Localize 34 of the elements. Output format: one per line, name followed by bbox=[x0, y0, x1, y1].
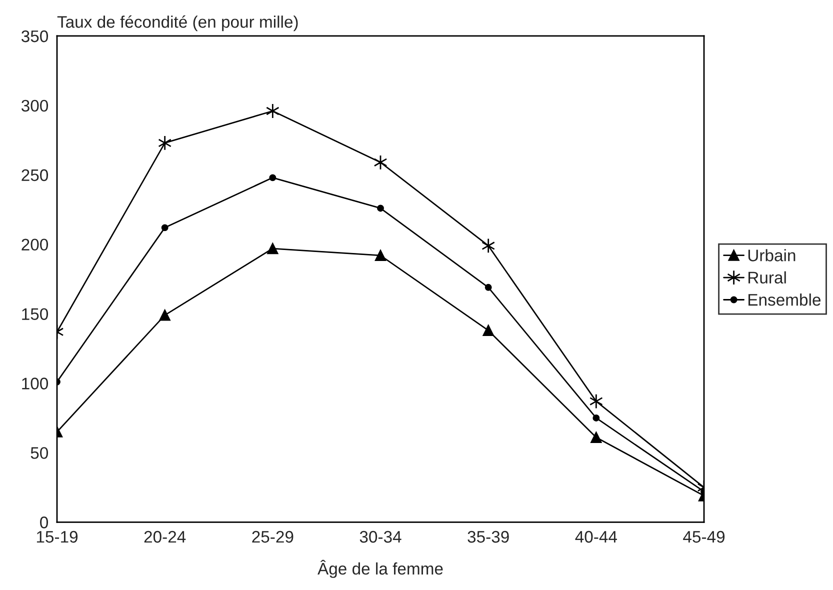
x-tick-label: 40-44 bbox=[575, 530, 617, 543]
point bbox=[484, 284, 492, 291]
y-axis-title: Taux de fécondité (en pour mille) bbox=[57, 15, 298, 32]
point bbox=[589, 394, 603, 409]
point bbox=[590, 432, 602, 443]
point bbox=[161, 224, 168, 232]
point bbox=[482, 238, 496, 254]
point bbox=[267, 242, 278, 254]
point bbox=[374, 250, 386, 262]
legend-label: Ensemble bbox=[748, 294, 821, 306]
y-tick-label: 150 bbox=[22, 308, 48, 320]
legend-label: Rural bbox=[748, 271, 786, 284]
y-tick-label: 250 bbox=[22, 169, 48, 182]
point bbox=[269, 174, 276, 182]
point bbox=[158, 135, 172, 151]
y-tick-label: 200 bbox=[22, 238, 48, 251]
y-tick-label: 0 bbox=[40, 516, 48, 528]
point bbox=[159, 310, 170, 321]
y-tick-label: 350 bbox=[21, 30, 48, 42]
legend-label: Urbain bbox=[748, 249, 796, 262]
x-tick-label: 25-29 bbox=[252, 530, 294, 543]
x-tick-label: 15-19 bbox=[36, 530, 78, 543]
x-tick-label: 35-39 bbox=[468, 530, 509, 543]
y-tick-label: 100 bbox=[22, 378, 48, 390]
point bbox=[377, 204, 384, 212]
point bbox=[266, 103, 280, 119]
y-tick-label: 300 bbox=[21, 100, 48, 112]
x-axis-title: Âge de la femme bbox=[318, 560, 443, 578]
x-tick-label: 20-24 bbox=[144, 530, 186, 543]
point bbox=[482, 324, 494, 336]
x-tick-label: 45-49 bbox=[683, 530, 725, 543]
point bbox=[592, 414, 600, 422]
y-tick-label: 50 bbox=[30, 447, 48, 459]
x-tick-label: 30-34 bbox=[360, 530, 402, 543]
